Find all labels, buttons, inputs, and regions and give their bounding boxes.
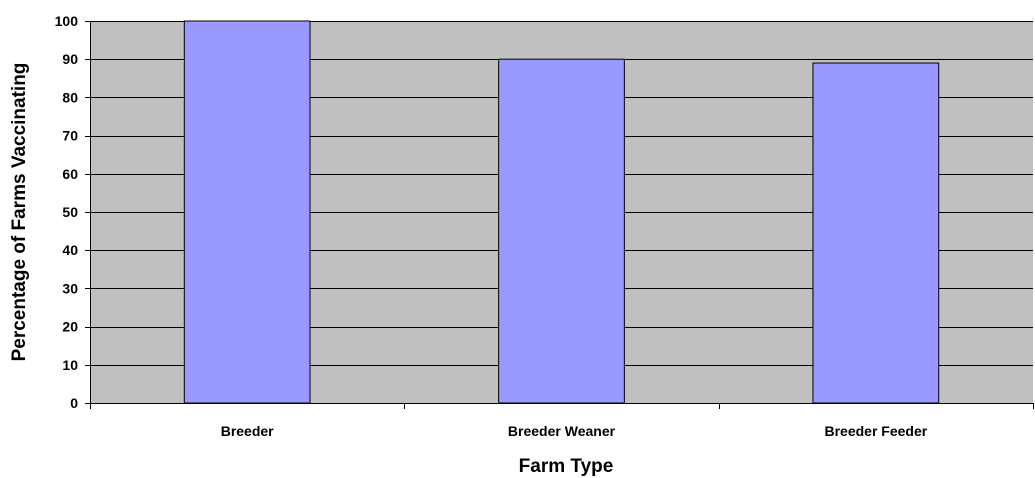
bar-breeder-feeder: [812, 62, 940, 404]
bar-breeder: [183, 20, 311, 404]
x-tick-label-breeder-feeder: Breeder Feeder: [824, 423, 927, 439]
bar-breeder-weaner: [498, 58, 625, 404]
y-tick-label-10: 10: [62, 357, 78, 373]
x-tick-label-breeder: Breeder: [221, 423, 274, 439]
y-tick-label-30: 30: [62, 280, 78, 296]
y-tick-label-100: 100: [55, 13, 79, 29]
y-tick-label-0: 0: [70, 395, 78, 411]
y-tick-label-60: 60: [62, 166, 78, 182]
axes: [85, 21, 1034, 409]
x-axis-title: Farm Type: [519, 456, 614, 477]
y-tick-label-40: 40: [62, 242, 78, 258]
y-tick-label-20: 20: [62, 319, 78, 335]
y-tick-label-80: 80: [62, 89, 78, 105]
y-tick-label-70: 70: [62, 128, 78, 144]
x-tick-labels: Breeder Breeder Weaner Breeder Feeder: [221, 423, 928, 439]
bars: [183, 20, 940, 404]
y-tick-labels: 0 10 20 30 40 50 60 70 80 90 100: [55, 13, 79, 411]
y-tick-label-50: 50: [62, 204, 78, 220]
y-axis-title: Percentage of Farms Vaccinating: [9, 63, 30, 362]
y-tick-label-90: 90: [62, 51, 78, 67]
x-tick-label-breeder-weaner: Breeder Weaner: [508, 423, 616, 439]
